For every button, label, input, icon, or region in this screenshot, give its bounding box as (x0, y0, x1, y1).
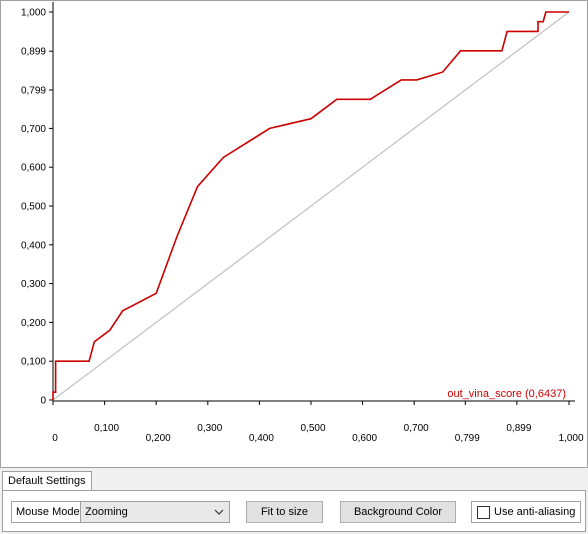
tab-default-settings[interactable]: Default Settings (2, 471, 92, 492)
tab-strip: Default Settings (0, 469, 588, 492)
mouse-mode-select[interactable]: Zooming (80, 501, 230, 523)
y-tick-label: 0,899 (21, 47, 46, 58)
anti-aliasing-toggle[interactable]: Use anti-aliasing (471, 501, 581, 523)
roc-chart[interactable]: 0 0,100 0,200 0,300 0,400 0,500 0,600 0,700 0,79… (1, 1, 587, 467)
y-tick-label: 0,200 (21, 318, 46, 329)
x-tick-label: 0,600 (352, 433, 377, 444)
x-tick-label: 0,899 (506, 423, 531, 434)
settings-panel: Mouse Mode Zooming Fit to size Backgroun… (2, 490, 586, 532)
x-tick-label: 0,799 (455, 433, 480, 444)
plot-panel[interactable]: 0 0,100 0,200 0,300 0,400 0,500 0,600 0,700 0,79… (0, 0, 588, 468)
series-line-out-vina-score (52, 11, 569, 400)
y-tick-label: 0,100 (21, 357, 46, 368)
y-tick-label: 0,300 (21, 279, 46, 290)
y-tick-label: 0,400 (21, 240, 46, 251)
y-tick-label: 0,700 (21, 124, 46, 135)
y-tick-label: 0 (40, 396, 46, 407)
mouse-mode-value: Zooming (85, 506, 128, 518)
mouse-mode-label: Mouse Mode (11, 501, 85, 523)
chevron-down-icon (214, 509, 224, 515)
x-tick-label: 0,200 (146, 433, 171, 444)
y-tick-label: 0,500 (21, 202, 46, 213)
x-tick-label: 0,400 (249, 433, 274, 444)
x-tick-label: 0,100 (94, 423, 119, 434)
x-tick-label: 0,500 (300, 423, 325, 434)
y-tick-label: 0,600 (21, 163, 46, 174)
fit-to-size-button[interactable]: Fit to size (246, 501, 323, 523)
anti-aliasing-label: Use anti-aliasing (494, 506, 576, 518)
legend-entry: out_vina_score (0,6437) (447, 388, 566, 400)
background-color-button[interactable]: Background Color (340, 501, 456, 523)
x-tick-label: 0,300 (197, 423, 222, 434)
y-tick-label: 1,000 (21, 8, 46, 19)
x-tick-label: 1,000 (558, 433, 583, 444)
reference-diagonal-line (52, 11, 570, 401)
y-tick-label: 0,799 (21, 85, 46, 96)
x-tick-label: 0,700 (404, 423, 429, 434)
anti-aliasing-checkbox[interactable] (477, 506, 490, 519)
x-tick-label: 0 (52, 433, 58, 444)
